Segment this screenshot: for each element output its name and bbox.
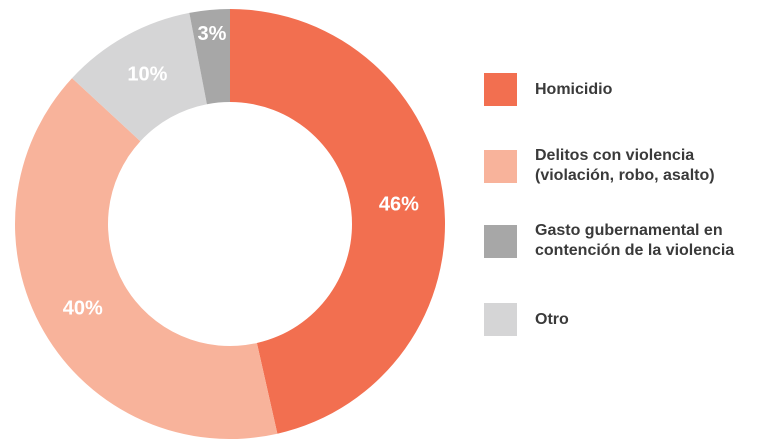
donut-slice <box>230 9 446 434</box>
legend-label: Gasto gubernamental en contención de la … <box>535 222 735 259</box>
legend-label: Otro <box>535 310 569 328</box>
slice-label: 40% <box>63 297 103 319</box>
donut-slice <box>14 78 278 439</box>
legend-item: Delitos con violencia (violación, robo, … <box>484 146 715 186</box>
legend-item: Gasto gubernamental en contención de la … <box>484 221 734 261</box>
legend-swatch <box>484 303 517 336</box>
legend-item: Otro <box>484 303 569 336</box>
legend-swatch <box>484 149 517 183</box>
slice-label: 3% <box>197 23 226 45</box>
slice-label: 10% <box>127 64 167 86</box>
donut-slice <box>189 9 230 105</box>
donut-slice <box>72 12 207 142</box>
legend-swatch <box>484 224 517 258</box>
legend-label: Delitos con violencia (violación, robo, … <box>535 147 715 184</box>
legend-item: Homicidio <box>484 73 612 106</box>
slice-label: 46% <box>379 193 419 215</box>
legend-swatch <box>484 73 517 106</box>
legend-label: Homicidio <box>535 80 613 98</box>
donut: 46% 40% 10% 3% <box>14 9 446 439</box>
